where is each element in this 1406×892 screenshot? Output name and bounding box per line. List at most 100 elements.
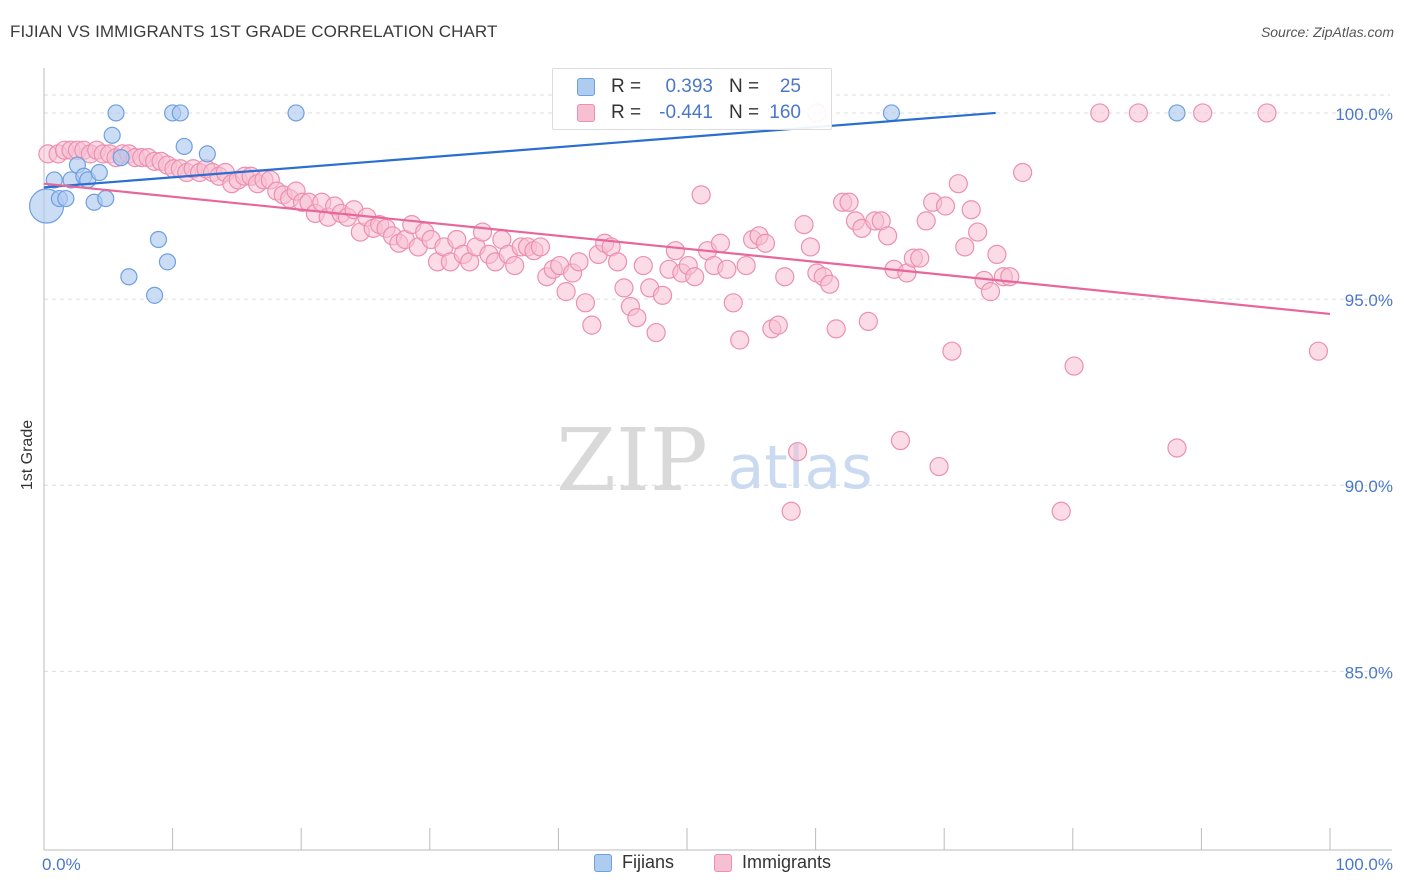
immigrants-point [614,278,634,298]
n-label: N = [729,76,760,97]
fijians-point [287,104,305,122]
series-legend: Fijians Immigrants [0,852,1406,878]
immigrants-point [633,255,653,276]
watermark-zip: ZIP [556,411,708,511]
fijians-swatch [577,78,595,96]
fijians-point [198,145,216,163]
immigrants-point [942,341,962,361]
immigrants-point [781,501,801,521]
immigrants-point [472,222,493,242]
fijians-point [158,253,177,271]
legend-label-immigrants: Immigrants [742,852,832,872]
fijians-point [103,126,121,144]
source-label: Source: ZipAtlas.com [1260,24,1394,40]
immigrants-point [890,430,911,451]
fijians-trend-line [43,111,996,189]
immigrants-point [878,226,898,246]
n-value: 160 [769,102,801,123]
immigrants-point [1128,103,1148,123]
immigrants-point [968,222,988,242]
immigrants-swatch [577,104,595,122]
immigrants-point [787,442,808,462]
fijians-point [90,163,108,182]
fijians-point [882,104,901,122]
immigrants-point [768,315,788,335]
n-value: 25 [779,76,801,97]
immigrants-point [1013,162,1033,183]
r-label: R = [611,76,642,97]
immigrants-point [652,285,673,305]
y-axis-label: 1st Grade [19,420,36,490]
immigrants-point [948,174,968,194]
immigrants-point [858,311,878,332]
immigrants-point [505,255,525,276]
watermark: ZIP atlas [556,411,872,511]
immigrants-point [910,248,930,268]
axis-labels: 85.0% 90.0% 95.0% 100.0% 0.0% 100.0% 1st Grade [19,105,1393,874]
x-tick-label-end: 100.0% [1335,855,1393,874]
immigrants-point [1051,501,1071,521]
immigrants-point [1257,103,1277,123]
legend-item-immigrants[interactable]: Immigrants [714,852,831,873]
fijians-point [149,230,168,249]
immigrants-point [685,267,705,287]
immigrants-point [1090,103,1110,123]
y-tick-label: 95.0% [1345,291,1393,310]
immigrants-point [607,252,628,272]
fijians-point [175,137,193,156]
immigrants-point [569,252,589,272]
immigrants-point [755,233,776,253]
immigrants-point [929,456,949,477]
immigrants-point [987,244,1007,265]
immigrants-point [575,293,596,313]
y-tick-label: 90.0% [1345,477,1393,496]
immigrants-point [530,237,550,257]
fijians-point [120,268,138,286]
immigrants-point [691,185,711,205]
fijians-points [28,104,1186,304]
fijians-point [171,104,189,122]
y-tick-label: 100.0% [1335,105,1393,124]
immigrants-point [730,330,750,350]
trend-lines [43,111,1331,316]
legend-item-fijians[interactable]: Fijians [594,852,674,873]
immigrants-point [820,274,840,294]
immigrants-point [794,215,814,235]
immigrants-point [556,282,576,302]
immigrants-point [1193,103,1213,123]
immigrants-point [839,192,859,212]
immigrants-point [1308,341,1329,361]
immigrants-point [955,237,975,257]
stats-legend: R = 0.393 N = 25 R = -0.441 N = 160 [552,68,832,130]
stats-row-immigrants: R = -0.441 N = 160 [553,100,831,126]
immigrants-point [961,200,981,220]
r-label: R = [611,102,642,123]
immigrants-point [665,241,686,261]
fijians-point [57,189,75,208]
immigrants-point [582,315,602,335]
y-tick-label: 85.0% [1345,663,1393,682]
fijians-point [107,104,125,122]
immigrants-point [980,282,1001,302]
fijians-point [1168,104,1186,122]
r-value: 0.393 [665,76,713,97]
immigrants-point [736,255,756,276]
fijians-legend-swatch [594,853,612,872]
immigrants-point [826,319,846,339]
n-label: N = [729,102,760,123]
x-tick-label-start: 0.0% [42,855,81,874]
fijians-point [97,189,115,208]
immigrants-point [717,259,737,279]
immigrants-point [723,293,743,313]
fijians-point [145,286,164,304]
legend-label-fijians: Fijians [622,852,675,872]
immigrants-point [1167,438,1187,458]
immigrants-point [775,267,795,287]
chart-title: FIJIAN VS IMMIGRANTS 1ST GRADE CORRELATI… [10,22,498,41]
immigrants-trend-line [43,182,1331,316]
immigrants-point [646,322,666,343]
immigrants-point [710,233,731,253]
immigrants-point [627,308,647,328]
r-value: -0.441 [659,102,713,123]
